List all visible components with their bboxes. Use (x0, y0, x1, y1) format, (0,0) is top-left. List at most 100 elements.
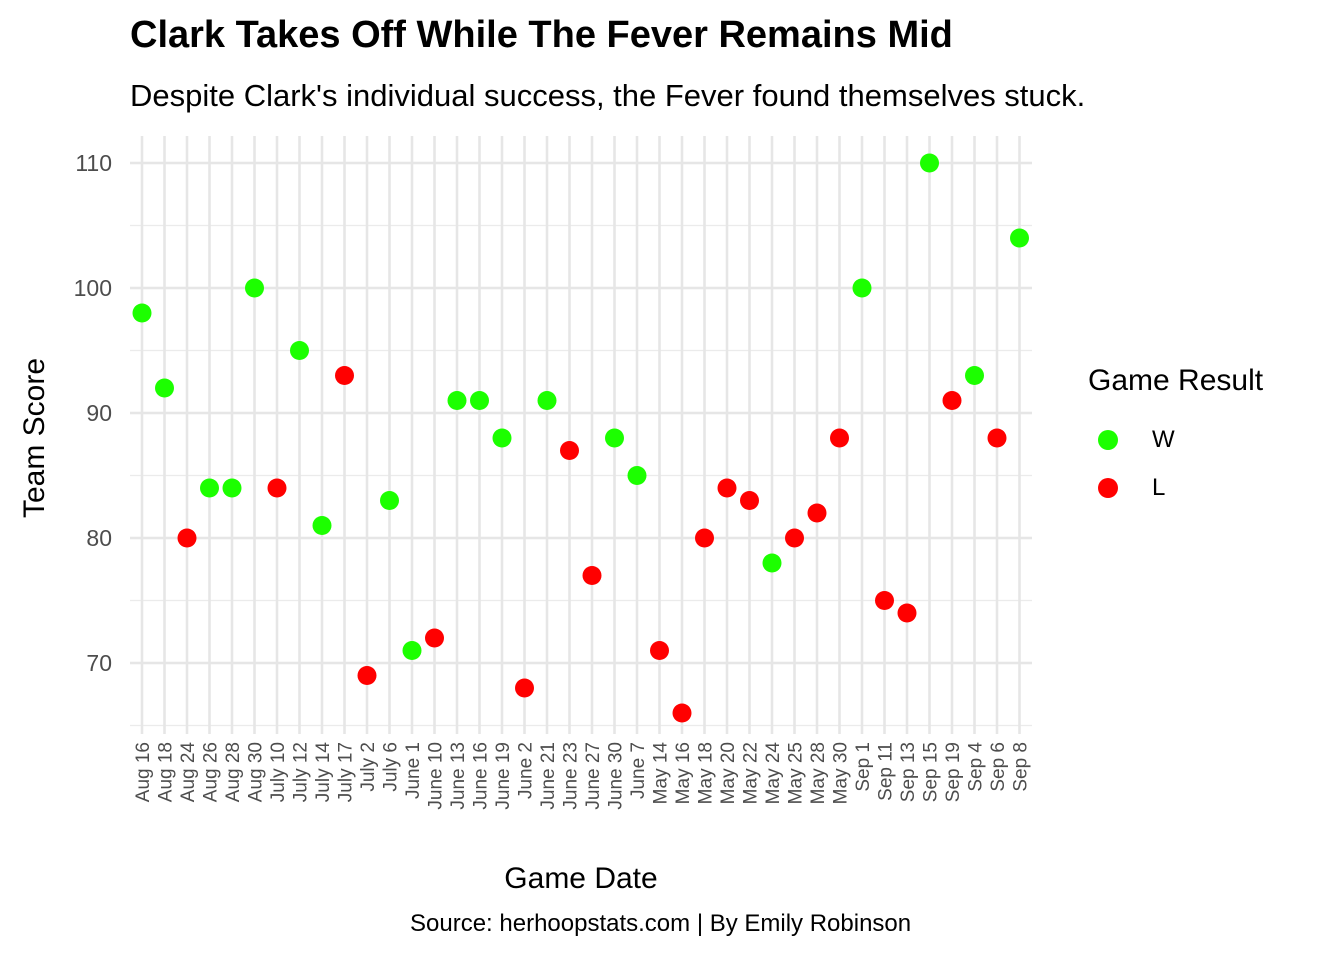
x-tick-label: May 25 (786, 742, 807, 804)
data-point-w (132, 303, 152, 323)
data-point-w (447, 391, 467, 410)
data-point-w (290, 341, 309, 360)
x-tick-label: May 18 (696, 742, 717, 804)
data-point-w (245, 278, 264, 298)
chart-title: Clark Takes Off While The Fever Remains … (130, 14, 953, 56)
grid-lines (130, 136, 1032, 734)
data-point-w (155, 378, 174, 398)
data-point-w (380, 491, 399, 510)
x-tick-label: June 19 (493, 742, 514, 810)
x-tick-label: May 24 (763, 742, 784, 805)
data-point-w (1010, 228, 1029, 248)
y-tick-label: 90 (86, 400, 112, 426)
data-point-l (177, 528, 197, 548)
data-points (132, 153, 1029, 723)
y-axis-label: Team Score (18, 358, 51, 518)
x-tick-label: Aug 26 (201, 742, 222, 802)
x-tick-label: Sep 13 (898, 742, 919, 802)
x-tick-label: July 14 (313, 742, 334, 803)
data-point-l (650, 641, 669, 660)
x-tick-label: June 10 (426, 742, 447, 810)
x-tick-label: July 6 (381, 742, 402, 792)
x-tick-label: May 22 (741, 742, 762, 804)
x-tick-label: Aug 28 (223, 742, 244, 802)
x-tick-label: Sep 19 (943, 742, 964, 802)
data-point-l (335, 366, 354, 385)
data-point-w (762, 553, 782, 573)
x-tick-label: May 16 (673, 742, 694, 804)
data-point-l (515, 678, 534, 698)
x-tick-label: June 13 (448, 742, 469, 810)
x-tick-label: June 1 (403, 742, 424, 799)
chart-subtitle: Despite Clark's individual success, the … (130, 78, 1086, 113)
data-point-w (402, 641, 422, 660)
data-point-w (312, 516, 332, 535)
data-point-l (357, 666, 377, 685)
data-point-w (222, 478, 242, 498)
y-tick-label: 100 (74, 275, 112, 301)
data-point-l (425, 628, 444, 648)
data-point-l (830, 428, 849, 448)
legend-item-l: L (1098, 472, 1165, 504)
data-point-l (672, 703, 692, 723)
x-tick-label: June 7 (628, 742, 649, 799)
x-tick-label: May 28 (808, 742, 829, 804)
data-point-w (537, 391, 557, 410)
y-tick-label: 70 (86, 650, 112, 676)
x-tick-label: July 12 (291, 742, 312, 802)
data-point-l (582, 566, 602, 585)
x-tick-label: Sep 11 (876, 742, 897, 801)
x-tick-label: Aug 18 (156, 742, 177, 802)
x-tick-label: May 14 (651, 742, 672, 805)
x-tick-label: Aug 24 (178, 742, 199, 803)
data-point-l (897, 603, 917, 623)
x-tick-label: Sep 6 (988, 742, 1009, 792)
legend-dot-l (1098, 478, 1118, 498)
x-tick-label: Aug 30 (246, 742, 267, 802)
legend-dot-w (1098, 430, 1118, 450)
x-tick-label: Sep 4 (966, 742, 987, 792)
legend-label-w: W (1152, 426, 1175, 453)
x-tick-label: Aug 16 (133, 742, 154, 802)
data-point-l (267, 478, 287, 498)
y-tick-label: 110 (75, 150, 112, 176)
x-tick-label: June 2 (516, 742, 537, 799)
x-tick-label: July 2 (358, 742, 379, 792)
data-point-l (717, 478, 737, 498)
data-point-l (560, 441, 579, 460)
data-point-l (695, 528, 714, 548)
x-tick-label: June 27 (583, 742, 604, 810)
data-point-w (200, 478, 219, 498)
x-tick-label: June 21 (538, 742, 559, 810)
x-tick-label: Sep 1 (853, 742, 874, 792)
x-tick-label: July 17 (336, 742, 357, 802)
data-point-w (852, 278, 872, 298)
data-point-l (942, 391, 962, 410)
data-point-w (920, 153, 939, 173)
data-point-w (605, 428, 624, 448)
data-point-l (807, 503, 827, 523)
legend-label-l: L (1152, 474, 1166, 501)
legend-title: Game Result (1088, 364, 1264, 397)
data-point-l (785, 528, 804, 548)
x-tick-label: June 23 (561, 742, 582, 810)
data-point-w (470, 391, 489, 410)
x-tick-labels: Aug 16 Aug 18 Aug 24 Aug 26 Aug 28 Aug 30 July… (133, 742, 1032, 810)
legend-item-w: W (1098, 424, 1175, 456)
x-tick-label: July 10 (268, 742, 289, 802)
chart-caption: Source: herhoopstats.com | By Emily Robi… (410, 910, 912, 937)
x-tick-label: May 20 (718, 742, 739, 804)
y-tick-label: 80 (86, 525, 112, 551)
x-tick-label: June 16 (471, 742, 492, 810)
x-tick-label: May 30 (831, 742, 852, 804)
data-point-w (627, 466, 647, 485)
y-tick-labels: 70 80 90 100 110 (74, 150, 112, 676)
data-point-w (492, 428, 512, 448)
data-point-l (875, 591, 894, 610)
data-point-w (965, 366, 984, 385)
data-point-l (987, 428, 1007, 448)
x-tick-label: Sep 15 (921, 742, 942, 802)
x-tick-label: Sep 8 (1011, 742, 1032, 792)
data-point-l (740, 491, 759, 510)
